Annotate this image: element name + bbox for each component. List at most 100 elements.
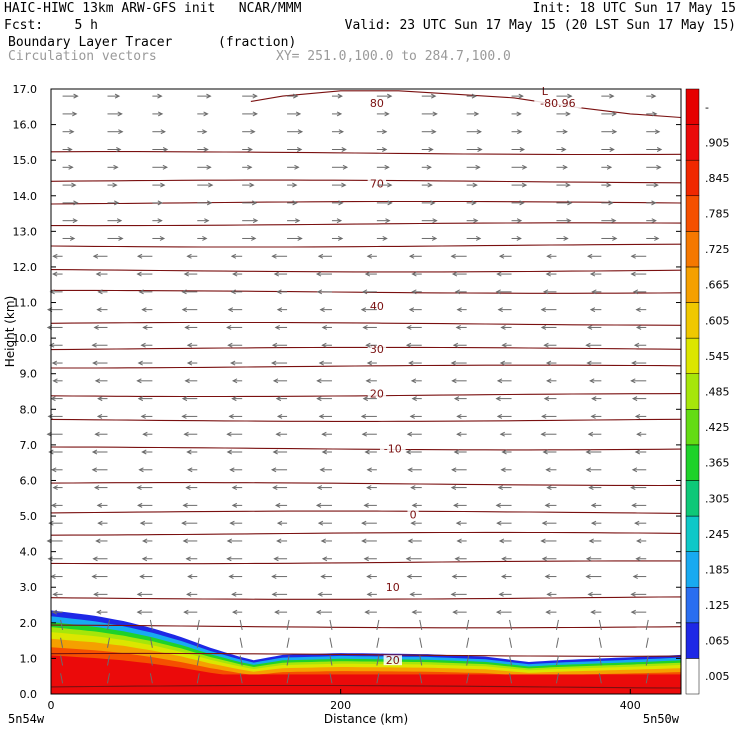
circulation-arrowhead [321, 342, 327, 348]
circulation-arrowhead [226, 324, 232, 330]
temperature-contour-10 [50, 393, 682, 398]
circulation-arrowhead [292, 182, 298, 188]
circulation-arrowhead [407, 538, 413, 544]
circulation-arrowhead [543, 342, 549, 348]
temperature-contour-4 [50, 560, 681, 565]
temperature-contour-20 [50, 151, 682, 156]
circulation-arrowhead [136, 591, 143, 597]
circulation-arrowhead [137, 502, 143, 508]
circulation-arrowhead [206, 200, 213, 206]
colorbar-label: .485 [705, 386, 730, 399]
circulation-arrowhead [228, 413, 234, 419]
circulation-arrowhead [272, 378, 279, 384]
circulation-arrowhead [498, 253, 505, 259]
circulation-arrowhead [229, 520, 235, 526]
circulation-arrowhead [541, 413, 547, 419]
circulation-arrowhead [589, 307, 596, 313]
circulation-arrow [376, 637, 380, 648]
circulation-arrowhead [231, 485, 237, 491]
circulation-arrowhead [361, 538, 367, 544]
circulation-arrowhead [542, 289, 549, 295]
circulation-arrowhead [363, 556, 369, 562]
circulation-arrowhead [97, 289, 103, 295]
circulation-arrowhead [656, 147, 663, 152]
circulation-arrowhead [497, 485, 503, 491]
circulation-arrowhead [318, 360, 324, 366]
circulation-arrowhead [204, 218, 210, 224]
circulation-arrow [466, 673, 470, 684]
circulation-arrowhead [208, 182, 214, 188]
circulation-arrowhead [292, 200, 298, 206]
circulation-arrowhead [585, 574, 591, 580]
circulation-arrowhead [543, 396, 550, 402]
contour-label-bg-10 [539, 85, 551, 96]
circulation-arrowhead [428, 147, 434, 152]
circulation-arrowhead [116, 218, 123, 224]
circulation-arrowhead [295, 111, 302, 117]
contour-label-0: 20 [386, 654, 400, 667]
circulation-arrowhead [142, 538, 148, 544]
colorbar-swatch [685, 586, 700, 624]
circulation-arrowhead [182, 538, 188, 544]
circulation-arrowhead [590, 609, 596, 615]
circulation-arrowhead [271, 591, 277, 597]
circulation-arrow [239, 619, 243, 631]
circulation-arrowhead [338, 200, 344, 206]
x-axis-label: Distance (km) [324, 712, 408, 726]
circulation-arrowhead [636, 538, 642, 544]
circulation-arrowhead [500, 574, 507, 580]
circulation-arrowhead [631, 396, 638, 402]
circulation-arrowhead [252, 200, 258, 206]
y-tick-label: 8.0 [20, 403, 38, 416]
circulation-arrowhead [471, 93, 478, 99]
circulation-arrowhead [407, 467, 413, 473]
circulation-arrowhead [411, 609, 417, 615]
circulation-arrowhead [336, 218, 343, 224]
circulation-arrowhead [450, 591, 456, 597]
circulation-arrowhead [206, 93, 212, 99]
circulation-arrowhead [232, 271, 238, 277]
circulation-arrowhead [117, 111, 123, 117]
colorbar-swatch [685, 658, 700, 695]
circulation-arrowhead [92, 556, 98, 562]
circulation-arrowhead [451, 271, 458, 277]
circulation-arrowhead [565, 111, 571, 117]
circulation-arrowhead [451, 378, 457, 384]
circulation-arrowhead [471, 200, 477, 206]
circulation-arrowhead [186, 253, 192, 259]
circulation-arrowhead [231, 396, 237, 402]
temperature-contour-19 [50, 179, 682, 184]
x-end-label-left: 5n54w [8, 712, 45, 726]
circulation-arrowhead [609, 147, 615, 152]
circulation-arrowhead [588, 485, 594, 491]
circulation-arrowhead [630, 609, 636, 615]
circulation-arrowhead [52, 485, 58, 491]
contour-label-bg-6 [367, 301, 387, 312]
circulation-arrowhead [450, 485, 457, 491]
circulation-arrowhead [387, 182, 393, 188]
circulation-arrowhead [160, 129, 166, 135]
circulation-arrowhead [276, 520, 283, 526]
circulation-arrowhead [496, 271, 502, 277]
circulation-arrowhead [366, 574, 372, 580]
contour-label-10: L [542, 85, 549, 98]
circulation-arrowhead [113, 164, 119, 170]
y-tick-label: 12.0 [13, 261, 38, 274]
circulation-arrowhead [408, 307, 415, 313]
circulation-arrowhead [206, 164, 212, 170]
circulation-arrowhead [454, 289, 461, 295]
temperature-contour-2 [50, 624, 682, 629]
circulation-arrow [376, 619, 380, 631]
circulation-arrowhead [231, 502, 238, 508]
circulation-arrowhead [456, 307, 462, 313]
circulation-arrowhead [51, 502, 57, 508]
circulation-arrowhead [381, 129, 388, 135]
circulation-arrowhead [546, 591, 552, 597]
colorbar-swatch [685, 444, 700, 481]
circulation-arrowhead [540, 538, 546, 544]
y-tick-label: 15.0 [13, 154, 38, 167]
circulation-arrowhead [456, 431, 462, 437]
circulation-arrowhead [542, 449, 548, 455]
y-tick-label: 13.0 [13, 225, 38, 238]
circulation-arrowhead [272, 449, 278, 455]
